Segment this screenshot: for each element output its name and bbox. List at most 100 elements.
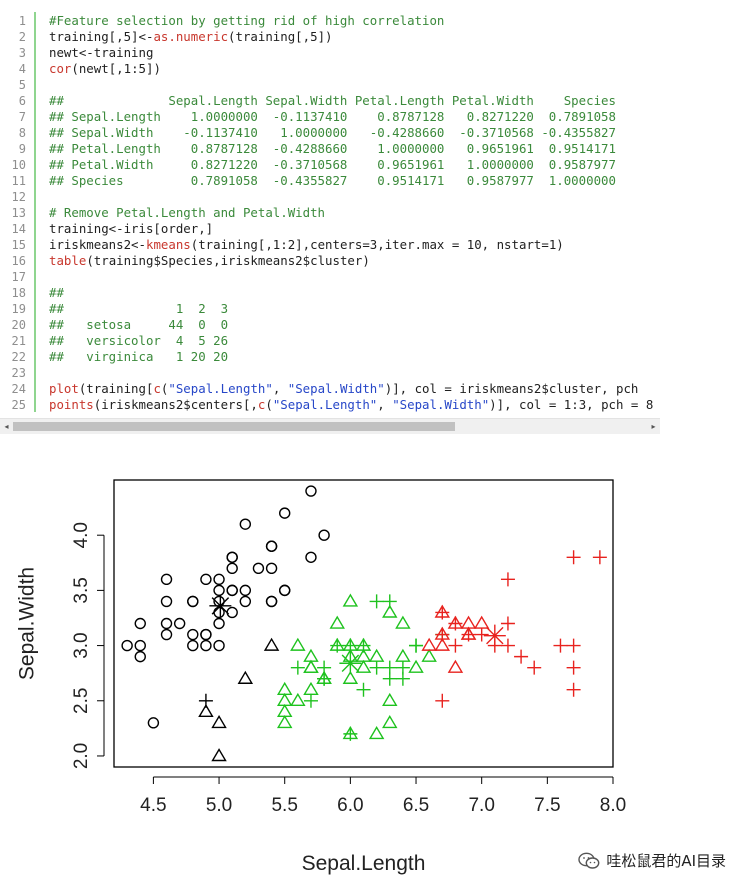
data-point-plus bbox=[356, 638, 371, 653]
code-line[interactable]: ## Species 0.7891058 -0.4355827 0.951417… bbox=[49, 173, 653, 189]
scrollbar-thumb[interactable] bbox=[13, 422, 455, 431]
code-line[interactable] bbox=[49, 77, 653, 93]
code-line[interactable]: ## Petal.Length 0.8787128 -0.4288660 1.0… bbox=[49, 141, 653, 157]
code-line[interactable]: plot(training[c("Sepal.Length", "Sepal.W… bbox=[49, 381, 653, 397]
code-line[interactable]: cor(newt[,1:5]) bbox=[49, 61, 653, 77]
line-number: 18 bbox=[11, 286, 26, 300]
scroll-right-arrow-icon[interactable]: ▸ bbox=[651, 422, 656, 431]
data-point-plus bbox=[500, 638, 515, 653]
code-line[interactable]: points(iriskmeans2$centers[,c("Sepal.Len… bbox=[49, 397, 653, 413]
code-line[interactable]: ## versicolor 4 5 26 bbox=[49, 333, 653, 349]
data-point-triangle bbox=[368, 726, 385, 740]
code-line[interactable]: ## Sepal.Width -0.1137410 1.0000000 -0.4… bbox=[49, 125, 653, 141]
data-point-circle bbox=[160, 595, 173, 608]
data-point-circle bbox=[200, 628, 212, 641]
data-point-plus bbox=[317, 660, 332, 675]
data-point-triangle bbox=[382, 692, 398, 707]
x-tick-label: 8.0 bbox=[600, 795, 626, 816]
data-point-triangle bbox=[382, 604, 398, 618]
data-point-circle bbox=[121, 639, 133, 652]
plot-frame bbox=[113, 479, 614, 768]
code-line[interactable]: iriskmeans2<-kmeans(training[,1:2],cente… bbox=[49, 237, 653, 253]
watermark: 哇松鼠君的AI目录 bbox=[578, 850, 726, 871]
data-point-plus bbox=[435, 627, 450, 642]
data-point-triangle bbox=[303, 659, 319, 673]
data-point-circle bbox=[173, 617, 186, 630]
code-line[interactable] bbox=[49, 269, 653, 285]
line-number: 6 bbox=[18, 94, 26, 108]
code-token: , bbox=[377, 397, 393, 412]
code-token: (training$Species,iriskmeans2$cluster) bbox=[86, 253, 370, 268]
data-point-plus bbox=[592, 550, 607, 565]
cluster-center bbox=[483, 624, 506, 647]
code-token: # Remove Petal.Length and Petal.Width bbox=[49, 205, 326, 220]
data-point-triangle bbox=[421, 648, 437, 662]
code-line[interactable]: ## Sepal.Length Sepal.Width Petal.Length… bbox=[49, 93, 653, 109]
data-point-triangle bbox=[303, 659, 319, 673]
code-line[interactable]: newt<-training bbox=[49, 45, 653, 61]
data-point-plus bbox=[553, 638, 568, 653]
data-point-circle bbox=[252, 562, 265, 575]
code-editor[interactable]: 1 2 3 4 5 6 7 8 9 10 11 12 13 14 15 16 17 18 19 20 21 22 23 24 2… bbox=[0, 0, 660, 416]
data-point-circle bbox=[226, 606, 238, 619]
code-line[interactable]: ## 1 2 3 bbox=[49, 301, 653, 317]
data-point-circle bbox=[305, 485, 317, 497]
data-point-circle bbox=[265, 595, 278, 608]
data-point-circle bbox=[134, 650, 146, 663]
data-point-plus bbox=[566, 660, 581, 675]
code-line[interactable]: # Remove Petal.Length and Petal.Width bbox=[49, 205, 653, 221]
code-token: ## virginica 1 20 20 bbox=[49, 349, 229, 364]
horizontal-scrollbar[interactable]: ◂ ▸ bbox=[0, 418, 660, 434]
code-line[interactable]: ## Petal.Width 0.8271220 -0.3710568 0.96… bbox=[49, 157, 653, 173]
code-token: table bbox=[49, 253, 87, 268]
code-line[interactable]: ## bbox=[49, 285, 653, 301]
line-number: 16 bbox=[11, 254, 26, 268]
x-tick-label: 7.5 bbox=[534, 795, 560, 816]
data-point-plus bbox=[461, 627, 476, 642]
code-line[interactable] bbox=[49, 189, 653, 205]
code-line[interactable]: table(training$Species,iriskmeans2$clust… bbox=[49, 253, 653, 269]
data-point-triangle bbox=[473, 615, 490, 629]
watermark-text: 哇松鼠君的AI目录 bbox=[606, 852, 726, 870]
code-line[interactable]: training[,5]<-as.numeric(training[,5]) bbox=[49, 29, 653, 45]
data-point-triangle bbox=[276, 692, 293, 707]
data-point-circle bbox=[160, 628, 173, 641]
code-line[interactable]: ## virginica 1 20 20 bbox=[49, 349, 653, 365]
code-token: "Sepal.Width" bbox=[392, 397, 490, 412]
line-number-gutter: 1 2 3 4 5 6 7 8 9 10 11 12 13 14 15 16 17 18 19 20 21 22 23 24 2… bbox=[0, 13, 26, 413]
line-number: 2 bbox=[18, 30, 26, 44]
data-point-circle bbox=[200, 573, 212, 586]
data-point-circle bbox=[187, 628, 199, 641]
line-number: 9 bbox=[18, 142, 26, 156]
code-lines[interactable]: #Feature selection by getting rid of hig… bbox=[49, 13, 653, 413]
code-token: c bbox=[153, 381, 161, 396]
code-token: cor bbox=[49, 61, 72, 76]
code-token: points bbox=[49, 397, 94, 412]
code-token: iriskmeans2<- bbox=[49, 237, 146, 252]
scroll-left-arrow-icon[interactable]: ◂ bbox=[4, 422, 9, 431]
code-line[interactable]: ## setosa 44 0 0 bbox=[49, 317, 653, 333]
data-point-circle bbox=[226, 562, 238, 575]
code-line[interactable]: #Feature selection by getting rid of hig… bbox=[49, 13, 653, 29]
code-token: plot bbox=[49, 381, 79, 396]
line-number: 17 bbox=[11, 270, 26, 284]
code-token: newt<-training bbox=[49, 45, 154, 60]
data-point-triangle bbox=[342, 670, 359, 684]
code-line[interactable] bbox=[49, 365, 653, 381]
data-point-circle bbox=[147, 717, 160, 729]
code-line[interactable]: ## Sepal.Length 1.0000000 -0.1137410 0.8… bbox=[49, 109, 653, 125]
data-point-circle bbox=[265, 540, 278, 552]
code-token: )], col = iriskmeans2$cluster, pch bbox=[384, 381, 639, 396]
code-line[interactable]: training<-iris[order,] bbox=[49, 221, 653, 237]
data-point-circle bbox=[187, 639, 199, 652]
x-axis-label: Sepal.Length bbox=[302, 852, 426, 875]
x-tick-label: 6.0 bbox=[337, 795, 363, 816]
data-point-circle bbox=[213, 617, 225, 630]
x-tick-label: 5.5 bbox=[271, 795, 297, 816]
data-point-plus bbox=[566, 638, 581, 653]
code-token: ## 1 2 3 bbox=[49, 301, 229, 316]
data-point-triangle bbox=[408, 659, 424, 673]
data-point-plus bbox=[500, 616, 515, 631]
data-point-plus bbox=[343, 726, 358, 741]
data-point-plus bbox=[303, 693, 318, 708]
